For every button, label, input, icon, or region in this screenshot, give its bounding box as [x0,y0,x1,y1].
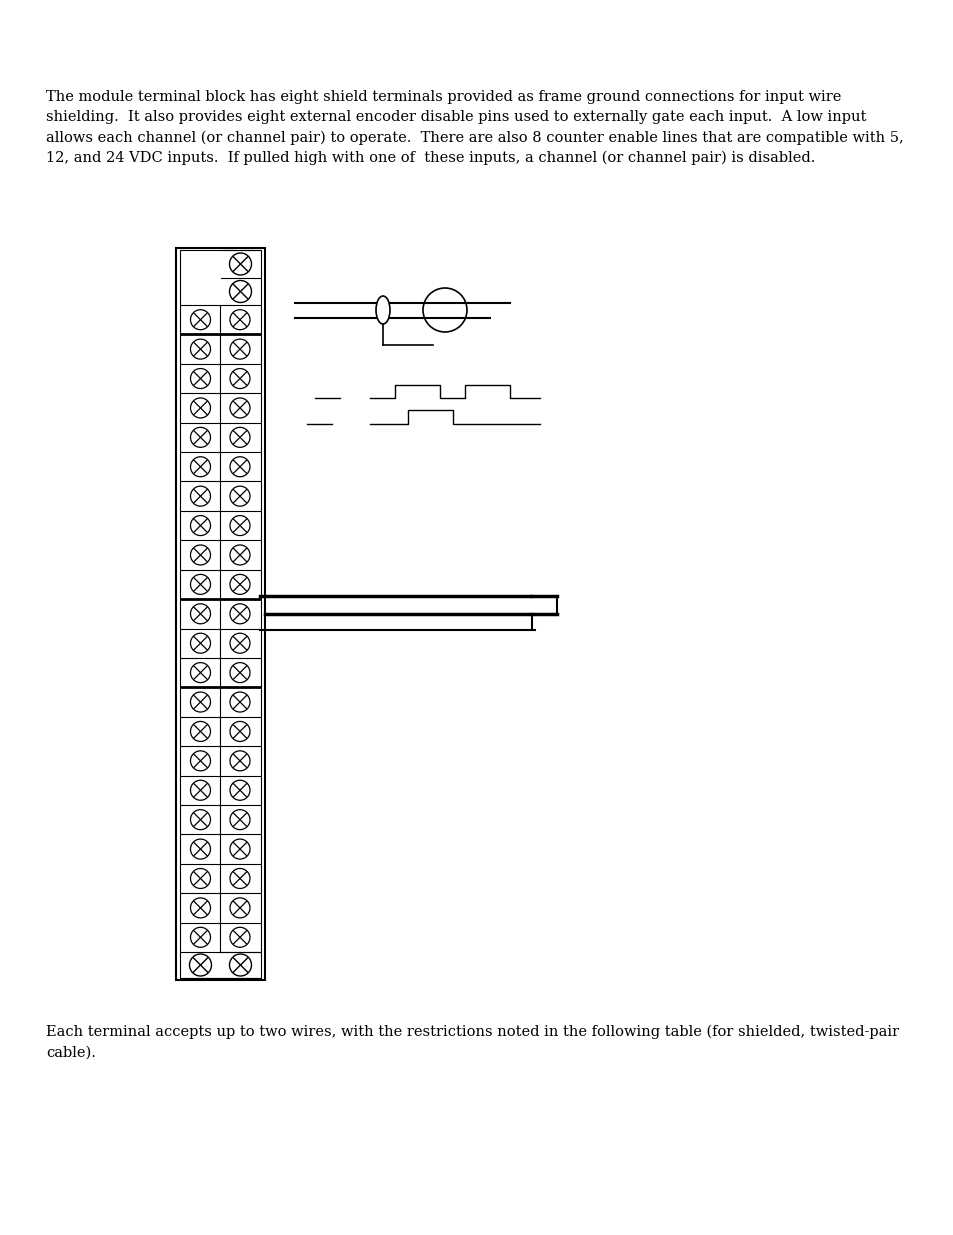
Circle shape [230,368,250,389]
Circle shape [191,457,211,477]
Circle shape [230,721,250,741]
Circle shape [230,515,250,536]
Text: The module terminal block has eight shield terminals provided as frame ground co: The module terminal block has eight shie… [46,90,902,165]
Circle shape [230,839,250,860]
Circle shape [230,781,250,800]
Circle shape [191,368,211,389]
Circle shape [230,427,250,447]
Circle shape [230,898,250,918]
Bar [175,248,265,981]
Circle shape [191,839,211,860]
Circle shape [230,280,252,303]
Circle shape [191,634,211,653]
Circle shape [191,927,211,947]
Circle shape [230,545,250,564]
Circle shape [230,487,250,506]
Circle shape [190,953,212,976]
Circle shape [230,457,250,477]
Circle shape [230,953,252,976]
Circle shape [230,663,250,683]
Circle shape [422,288,467,332]
Circle shape [230,604,250,624]
Circle shape [230,692,250,713]
Circle shape [191,427,211,447]
Circle shape [191,545,211,564]
Circle shape [230,868,250,888]
Circle shape [191,751,211,771]
Circle shape [230,927,250,947]
Circle shape [191,604,211,624]
Circle shape [230,751,250,771]
Circle shape [230,634,250,653]
Circle shape [191,810,211,830]
Circle shape [191,515,211,536]
Circle shape [230,574,250,594]
Circle shape [191,692,211,713]
Circle shape [230,340,250,359]
Circle shape [191,487,211,506]
Circle shape [191,340,211,359]
Bar [180,249,261,978]
Circle shape [191,868,211,888]
Circle shape [191,781,211,800]
Circle shape [191,310,211,330]
Circle shape [230,253,252,275]
Circle shape [230,310,250,330]
Circle shape [230,398,250,417]
Text: Each terminal accepts up to two wires, with the restrictions noted in the follow: Each terminal accepts up to two wires, w… [46,1025,898,1060]
Circle shape [191,898,211,918]
Circle shape [191,721,211,741]
Circle shape [191,574,211,594]
Circle shape [191,398,211,417]
Ellipse shape [375,296,390,324]
Circle shape [191,663,211,683]
Circle shape [230,810,250,830]
